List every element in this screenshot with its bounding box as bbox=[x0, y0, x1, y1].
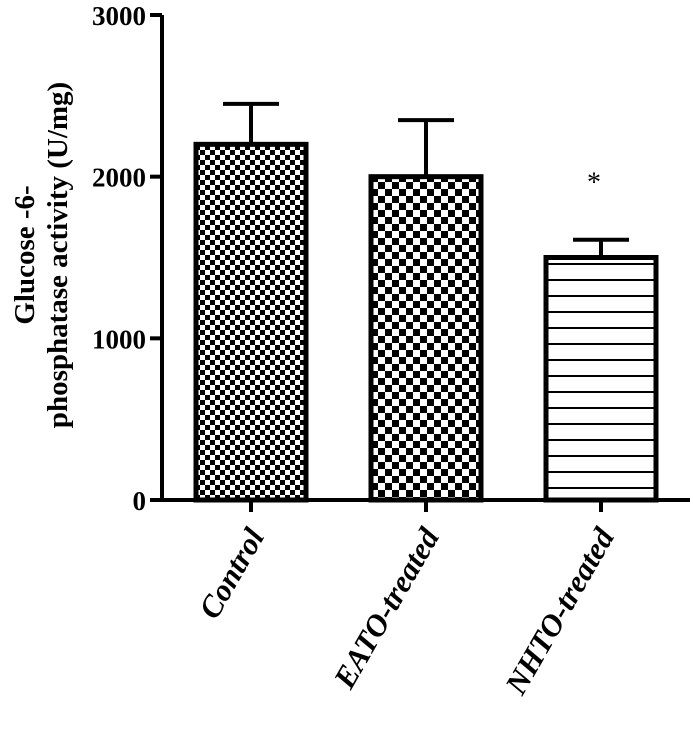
bar-nhto-treated bbox=[543, 255, 659, 503]
x-tick-label: EATO-treated bbox=[326, 522, 446, 695]
y-tick-label: 3000 bbox=[92, 1, 146, 31]
bars: * bbox=[193, 101, 659, 503]
x-tick-label: Control bbox=[192, 522, 272, 625]
y-tick-label: 2000 bbox=[92, 163, 146, 193]
y-tick-label: 0 bbox=[133, 486, 147, 516]
y-axis-title-line-1: Glucose -6- bbox=[9, 185, 41, 324]
y-tick-label: 1000 bbox=[92, 324, 146, 354]
significance-marker: * bbox=[587, 168, 601, 199]
y-axis-title: Glucose -6- phosphatase activity (U/mg) bbox=[9, 82, 74, 428]
bar-eato-treated bbox=[368, 174, 484, 503]
y-axis-ticks: 0 1000 2000 3000 bbox=[92, 1, 162, 516]
x-axis-ticks: Control EATO-treated NHTO-treated bbox=[192, 500, 622, 701]
y-axis-title-line-2: phosphatase activity (U/mg) bbox=[42, 82, 74, 428]
bar-control bbox=[193, 141, 309, 503]
x-tick-label: NHTO-treated bbox=[498, 522, 622, 701]
